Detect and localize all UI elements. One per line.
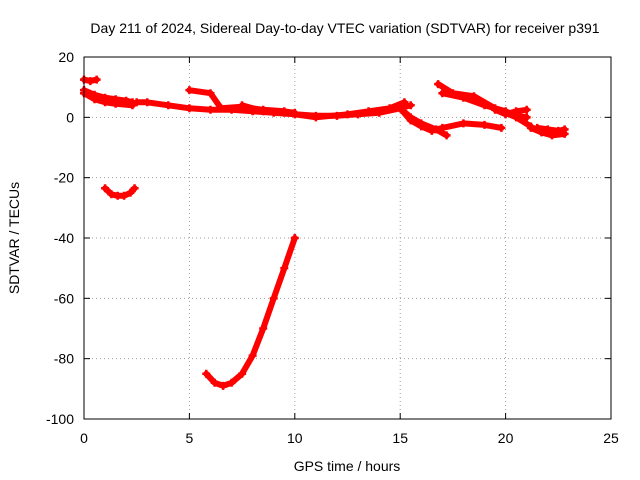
data-point [434, 80, 443, 89]
series-track-lower-left [80, 89, 137, 110]
data-point [406, 113, 415, 122]
data-point [185, 86, 194, 95]
series-track-steep-right [396, 104, 451, 140]
data-point [111, 99, 120, 108]
series-line [492, 106, 530, 118]
series-track-deep-dip [202, 234, 299, 390]
y-axis-label: SDTVAR / TECUs [6, 182, 22, 294]
chart-title: Day 211 of 2024, Sidereal Day-to-day VTE… [90, 20, 599, 36]
x-tick-label: 15 [392, 430, 408, 446]
y-tick-label: -60 [54, 290, 74, 306]
data-point [442, 131, 451, 140]
data-point [400, 98, 409, 107]
series-layer [80, 75, 569, 390]
series-track-far-right-upper [533, 123, 569, 135]
data-point [164, 101, 173, 110]
data-point [259, 324, 268, 333]
data-point [406, 101, 415, 110]
x-axis-label: GPS time / hours [294, 458, 401, 474]
data-point [533, 123, 542, 132]
data-point [501, 110, 510, 119]
data-point [259, 107, 268, 116]
data-point [438, 89, 447, 98]
data-point [480, 120, 489, 129]
data-point [86, 77, 95, 86]
data-point [554, 126, 563, 135]
data-point [459, 119, 468, 128]
data-point [343, 110, 352, 119]
data-point [364, 107, 373, 116]
data-point [219, 381, 228, 390]
y-tick-label: -40 [54, 230, 74, 246]
data-point [560, 125, 569, 134]
y-tick-label: -80 [54, 351, 74, 367]
series-line [203, 235, 298, 389]
data-point [497, 123, 506, 132]
data-point [130, 184, 139, 193]
series-track-early-top [80, 75, 101, 86]
data-point [120, 191, 129, 200]
y-tick-label: 0 [66, 109, 74, 125]
series-line [397, 105, 450, 139]
x-tick-label: 0 [80, 430, 88, 446]
series-track-small-dip [101, 184, 139, 200]
data-point [185, 104, 194, 113]
x-tick-label: 5 [186, 430, 194, 446]
data-point [90, 95, 99, 104]
data-point [206, 89, 215, 98]
data-point [385, 104, 394, 113]
data-point [290, 234, 299, 242]
y-tick-labels: -100 -80 -60 -40 -20 0 20 [46, 49, 74, 427]
data-point [210, 378, 219, 387]
data-point [280, 108, 289, 117]
data-point [143, 98, 152, 107]
data-point [269, 294, 278, 303]
x-tick-label: 10 [287, 430, 303, 446]
x-tick-label: 25 [603, 430, 619, 446]
data-point [480, 101, 489, 110]
y-tick-label: 20 [58, 49, 74, 65]
data-point [202, 369, 211, 378]
data-point [512, 107, 521, 116]
data-point [417, 119, 426, 128]
data-point [238, 369, 247, 378]
data-point [238, 101, 247, 110]
series-track-right-cluster [491, 105, 531, 119]
y-tick-label: -20 [54, 170, 74, 186]
data-point [522, 105, 531, 114]
data-point [206, 105, 215, 114]
data-point [432, 125, 441, 134]
x-tick-labels: 0 5 10 15 20 25 [80, 430, 619, 446]
data-point [132, 98, 141, 107]
data-point [227, 378, 236, 387]
data-point [126, 188, 135, 197]
data-point [248, 351, 257, 360]
x-tick-label: 20 [498, 430, 514, 446]
axis-ticks [83, 56, 612, 420]
data-point [92, 75, 101, 84]
data-point [107, 190, 116, 199]
data-point [311, 113, 320, 122]
data-point [543, 125, 552, 134]
data-point [491, 105, 500, 114]
data-point [128, 101, 137, 110]
data-point [101, 184, 110, 193]
data-point [459, 93, 468, 102]
data-point [396, 104, 405, 113]
series-track-upper-right-2 [438, 89, 531, 122]
data-point [280, 264, 289, 273]
y-tick-label: -100 [46, 411, 74, 427]
data-point [217, 104, 226, 113]
data-point [522, 113, 531, 122]
data-point [101, 98, 110, 107]
series-track-mid-central [238, 98, 409, 122]
